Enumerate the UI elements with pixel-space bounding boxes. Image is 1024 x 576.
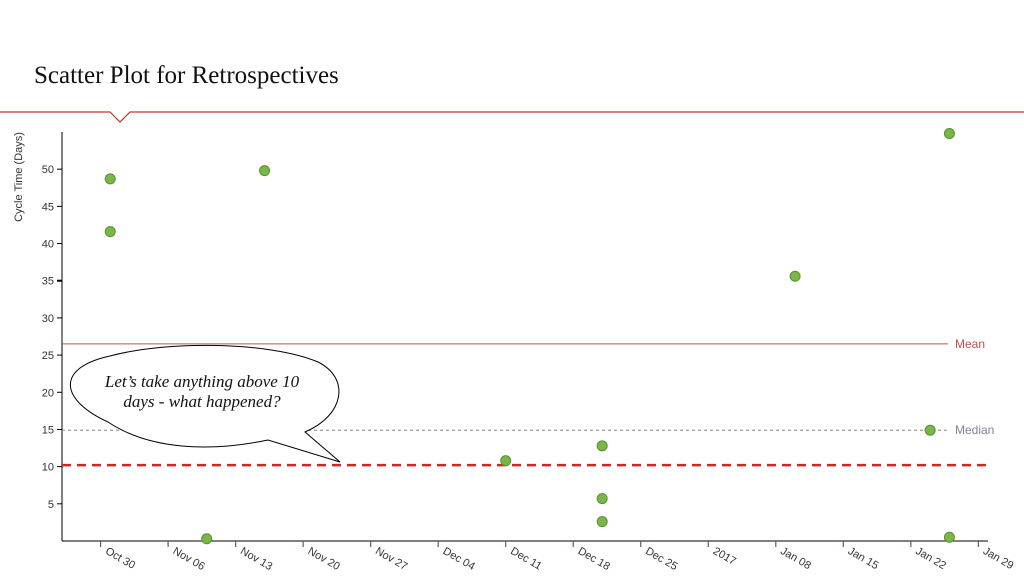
x-tick-label: Nov 20 (306, 545, 342, 573)
x-tick-label: Dec 04 (441, 545, 477, 573)
x-tick-label: Nov 27 (373, 545, 409, 573)
y-tick-label: 40 (42, 239, 54, 251)
data-point (500, 455, 512, 467)
data-point (201, 533, 213, 545)
x-tick-label: Dec 11 (508, 545, 543, 572)
y-tick-label: 10 (42, 462, 54, 474)
data-point (943, 127, 955, 139)
y-tick-label: 25 (42, 350, 54, 362)
slide-title: Scatter Plot for Retrospectives (34, 62, 339, 89)
x-tick-label: Jan 29 (981, 545, 1016, 572)
title-divider (0, 111, 1024, 123)
y-tick-label: 15 (42, 424, 54, 436)
x-tick-label: Nov 13 (238, 545, 274, 573)
data-point (259, 165, 271, 177)
y-tick-label: 20 (42, 387, 54, 399)
mean-line-label: Mean (955, 337, 985, 351)
data-point (596, 440, 608, 452)
data-point (943, 531, 955, 543)
x-tick-label: Jan 22 (913, 545, 948, 572)
median-line-label: Median (955, 423, 994, 437)
x-tick-label: Nov 06 (171, 545, 207, 573)
data-point (104, 173, 116, 185)
data-point (924, 424, 936, 436)
data-point (104, 226, 116, 238)
x-tick-label: Jan 15 (846, 545, 881, 572)
y-tick-label: 35 (42, 276, 54, 288)
x-tick-label: Jan 08 (778, 545, 813, 572)
callout-bubble (69, 344, 341, 463)
x-tick-label: Dec 18 (576, 545, 612, 573)
y-tick-label: 5 (48, 499, 54, 511)
y-tick-label: 30 (42, 313, 54, 325)
x-tick-label: Dec 25 (643, 545, 679, 573)
data-point (789, 270, 801, 282)
y-tick-label: 50 (42, 164, 54, 176)
y-tick-label: 45 (42, 201, 54, 213)
x-tick-label: 2017 (711, 545, 738, 568)
callout-text: Let’s take anything above 10 days - what… (104, 372, 300, 411)
x-tick-label: Oct 30 (103, 545, 137, 572)
y-axis-label: Cycle Time (Days) (13, 132, 25, 222)
data-point (596, 493, 608, 505)
data-point (596, 516, 608, 528)
